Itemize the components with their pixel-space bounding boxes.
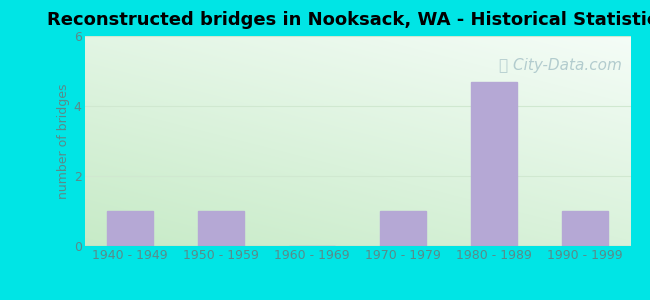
Title: Reconstructed bridges in Nooksack, WA - Historical Statistics: Reconstructed bridges in Nooksack, WA - … [47, 11, 650, 29]
Text: ⓘ City-Data.com: ⓘ City-Data.com [499, 58, 622, 73]
Bar [562, 211, 608, 246]
Bar [107, 211, 153, 246]
Bar [471, 82, 517, 246]
Bar [198, 211, 244, 246]
Y-axis label: number of bridges: number of bridges [57, 83, 70, 199]
Bar [380, 211, 426, 246]
